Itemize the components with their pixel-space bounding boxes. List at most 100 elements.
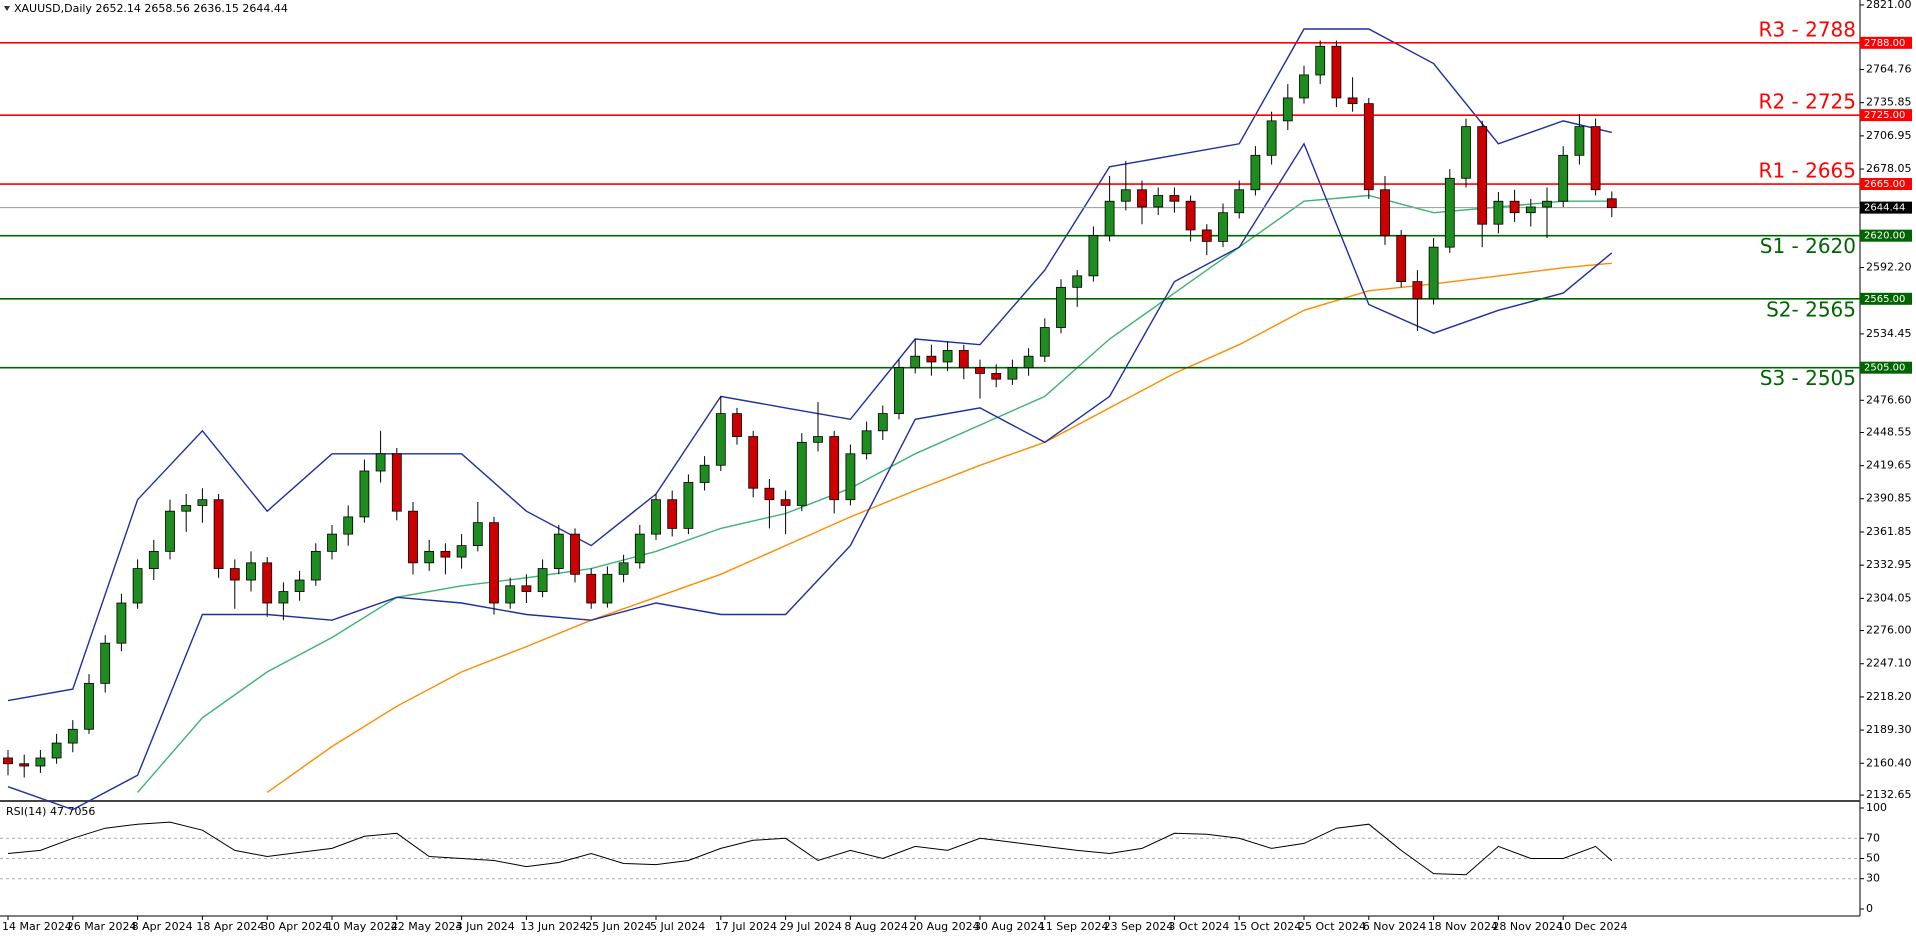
candle-body [278, 591, 289, 604]
x-tick-label: 14 Mar 2024 [2, 920, 72, 933]
candle-body [1558, 154, 1569, 202]
y-tick-label: 2304.05 [1866, 591, 1912, 604]
candle-body [359, 470, 370, 518]
rsi-title: RSI(14) 47.7056 [6, 805, 95, 818]
candle-body [958, 350, 969, 369]
level-label: R1 - 2665 [1759, 159, 1856, 183]
candle-body [1525, 206, 1536, 214]
candle-body [408, 510, 418, 564]
candle-body [148, 550, 159, 569]
candle-body [100, 642, 111, 684]
candle-body [845, 453, 856, 501]
candle-body [618, 562, 629, 575]
level-tag [1860, 109, 1912, 122]
x-tick-label: 25 Jun 2024 [585, 920, 651, 933]
candle-body [262, 562, 273, 604]
candle-body [1396, 235, 1407, 282]
level-tag-label: 2565.00 [1864, 294, 1905, 305]
candle-body [1606, 198, 1617, 209]
y-tick-label: 2534.45 [1866, 327, 1912, 340]
candle-body [1072, 275, 1083, 288]
level-tag-label: 2788.00 [1864, 38, 1905, 49]
level-tag-label: 2665.00 [1864, 179, 1905, 190]
candle-body [1137, 189, 1147, 208]
rsi-tick-label: 100 [1866, 801, 1887, 814]
y-tick-label: 2390.85 [1866, 492, 1912, 505]
x-tick-label: 13 Jun 2024 [520, 920, 586, 933]
candle-body [1331, 45, 1342, 99]
y-tick-label: 2764.76 [1866, 62, 1912, 75]
rsi-tick-label: 70 [1866, 831, 1880, 844]
candle-body [1477, 126, 1488, 225]
candle-body [489, 522, 499, 604]
x-tick-label: 6 Nov 2024 [1363, 920, 1426, 933]
x-tick-label: 28 Nov 2024 [1492, 920, 1562, 933]
indicator-line [137, 194, 1612, 793]
rsi-line [7, 821, 1613, 876]
y-tick-label: 2332.95 [1866, 558, 1912, 571]
y-tick-label: 2448.55 [1866, 425, 1912, 438]
candle-body [375, 453, 386, 472]
level-label: S2- 2565 [1766, 297, 1856, 321]
y-tick-label: 2706.95 [1866, 129, 1912, 142]
x-tick-label: 15 Oct 2024 [1233, 920, 1301, 933]
x-tick-label: 5 Jul 2024 [650, 920, 705, 933]
candle-body [1218, 212, 1228, 242]
candle-body [197, 499, 208, 506]
candle-body [1250, 154, 1261, 191]
x-tick-label: 10 Dec 2024 [1557, 920, 1627, 933]
x-tick-label: 30 Apr 2024 [261, 920, 329, 933]
x-tick-label: 26 Mar 2024 [67, 920, 137, 933]
candle-body [715, 413, 726, 466]
y-tick-label: 2361.85 [1866, 525, 1912, 538]
candle-body [19, 763, 30, 767]
candle-body [861, 430, 872, 455]
level-tag [1860, 229, 1912, 242]
indicator-line [266, 262, 1612, 793]
candle-body [1574, 126, 1585, 156]
candle-body [748, 436, 759, 489]
x-tick-label: 30 Aug 2024 [974, 920, 1044, 933]
candle-body [1461, 126, 1471, 179]
y-tick-label: 2189.30 [1866, 723, 1912, 736]
candle-body [1153, 195, 1164, 208]
candle-body [570, 533, 580, 575]
candle-body [84, 682, 94, 730]
candle-body [343, 516, 354, 535]
current-price-tag [1860, 201, 1912, 214]
level-tag [1860, 178, 1912, 191]
candle-body [1104, 200, 1115, 237]
x-tick-label: 3 Oct 2024 [1168, 920, 1229, 933]
candle-body [1023, 355, 1034, 369]
candle-body [3, 757, 13, 765]
y-tick-label: 2592.20 [1866, 261, 1912, 274]
rsi-tick-label: 50 [1866, 852, 1880, 865]
candle-body [877, 413, 888, 432]
chart-title: XAUUSD,Daily 2652.14 2658.56 2636.15 264… [14, 2, 288, 15]
x-tick-label: 10 May 2024 [326, 920, 398, 933]
candle-body [1590, 126, 1601, 191]
candle-body [699, 464, 710, 483]
candle-body [181, 505, 192, 512]
candle-body [634, 533, 645, 564]
rsi-tick-label: 0 [1866, 902, 1873, 915]
candle-body [521, 585, 532, 592]
level-tag [1860, 361, 1912, 374]
candle-body [1299, 74, 1309, 99]
candle-body [683, 482, 694, 529]
candle-body [1444, 177, 1455, 248]
level-label: S3 - 2505 [1760, 366, 1856, 390]
candle-body [732, 413, 742, 437]
x-tick-label: 3 Jun 2024 [456, 920, 515, 933]
rsi-tick-label: 30 [1866, 872, 1880, 885]
candle-body [1428, 246, 1439, 300]
x-tick-label: 22 May 2024 [391, 920, 463, 933]
candle-body [35, 757, 46, 767]
y-tick-label: 2678.05 [1866, 162, 1912, 175]
x-tick-label: 18 Nov 2024 [1428, 920, 1498, 933]
candle-body [1039, 327, 1050, 357]
y-tick-label: 2476.60 [1866, 393, 1912, 406]
candle-body [991, 373, 1002, 380]
